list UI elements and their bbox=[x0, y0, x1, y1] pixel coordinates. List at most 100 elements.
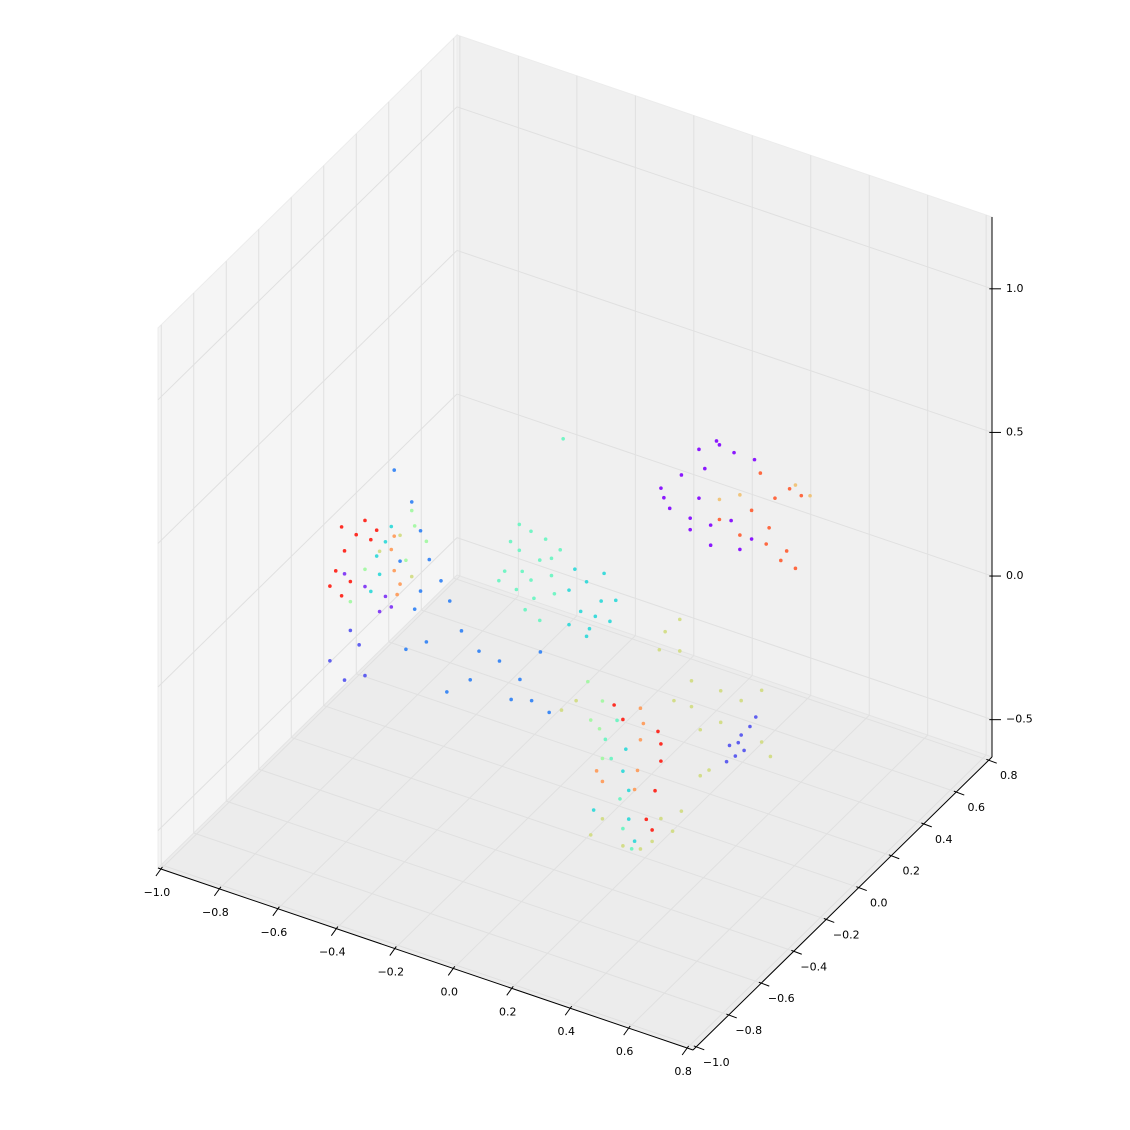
point bbox=[409, 508, 414, 513]
tick-mark bbox=[726, 1013, 737, 1019]
point bbox=[600, 699, 605, 703]
point bbox=[459, 629, 464, 633]
point bbox=[717, 443, 722, 447]
point bbox=[559, 708, 564, 712]
point bbox=[339, 525, 344, 529]
tick-mark bbox=[953, 790, 965, 796]
point bbox=[537, 618, 542, 623]
point bbox=[517, 548, 522, 553]
point bbox=[588, 718, 593, 722]
grid-line bbox=[453, 577, 989, 761]
point bbox=[656, 729, 660, 734]
grid-line bbox=[157, 250, 458, 544]
point bbox=[383, 539, 388, 544]
point bbox=[549, 573, 554, 578]
point bbox=[629, 847, 634, 851]
point bbox=[591, 808, 596, 812]
point bbox=[718, 688, 723, 693]
point bbox=[659, 816, 663, 821]
point bbox=[650, 839, 654, 844]
point bbox=[698, 727, 703, 732]
point bbox=[632, 839, 637, 844]
grid-line bbox=[226, 800, 762, 984]
point bbox=[398, 582, 402, 586]
point bbox=[638, 737, 643, 742]
point bbox=[718, 720, 723, 725]
y-tick-label: −0.4 bbox=[800, 960, 827, 973]
point bbox=[672, 698, 676, 703]
point bbox=[808, 493, 812, 498]
point bbox=[742, 748, 746, 753]
point bbox=[574, 698, 578, 703]
point bbox=[653, 788, 657, 793]
x-tick-label: 0.4 bbox=[557, 1025, 575, 1038]
tick-mark bbox=[758, 981, 770, 987]
point bbox=[348, 599, 353, 604]
y-tick-label: 0.2 bbox=[903, 865, 921, 878]
grid-line bbox=[456, 106, 993, 290]
point bbox=[644, 817, 649, 822]
point bbox=[357, 643, 361, 647]
point bbox=[698, 773, 703, 778]
grid-line bbox=[157, 393, 458, 688]
point bbox=[689, 679, 694, 683]
point bbox=[532, 596, 536, 601]
point bbox=[632, 787, 637, 792]
point bbox=[558, 548, 563, 552]
point bbox=[468, 677, 473, 682]
grid bbox=[157, 35, 993, 1049]
point bbox=[529, 529, 533, 534]
point bbox=[593, 614, 598, 619]
point bbox=[729, 518, 733, 523]
point bbox=[603, 737, 608, 742]
point bbox=[328, 658, 332, 663]
point bbox=[749, 537, 754, 541]
point bbox=[752, 457, 757, 462]
tick-mark bbox=[447, 966, 456, 976]
point bbox=[578, 609, 583, 614]
point bbox=[363, 584, 367, 589]
point bbox=[608, 619, 612, 624]
point bbox=[717, 497, 722, 502]
point bbox=[342, 678, 347, 682]
point bbox=[439, 578, 443, 583]
point bbox=[697, 447, 701, 452]
point bbox=[703, 466, 707, 471]
point bbox=[588, 833, 593, 837]
point bbox=[609, 756, 614, 761]
x-tick-label: −0.6 bbox=[261, 926, 288, 939]
point bbox=[618, 797, 622, 801]
point bbox=[594, 769, 599, 773]
point bbox=[724, 759, 729, 764]
point bbox=[659, 486, 663, 490]
tick-mark bbox=[856, 886, 867, 892]
z-tick-label: 1.0 bbox=[1006, 282, 1024, 295]
point bbox=[738, 547, 742, 552]
point bbox=[615, 718, 619, 723]
point bbox=[707, 768, 711, 772]
point bbox=[584, 579, 589, 584]
tick-mark bbox=[389, 946, 397, 956]
point bbox=[418, 528, 423, 533]
point bbox=[727, 743, 732, 748]
point bbox=[759, 688, 764, 693]
point bbox=[738, 533, 742, 537]
point bbox=[599, 599, 603, 603]
point bbox=[342, 549, 347, 553]
point bbox=[374, 528, 379, 532]
point bbox=[392, 568, 397, 573]
point bbox=[363, 567, 367, 572]
grid-line bbox=[569, 714, 870, 1009]
grid-line bbox=[421, 609, 957, 793]
tick-mark bbox=[272, 906, 280, 917]
z-tick-label: −0.5 bbox=[1006, 713, 1033, 726]
point bbox=[749, 508, 754, 513]
grid-line bbox=[157, 537, 458, 832]
point bbox=[688, 516, 692, 520]
grid-line bbox=[388, 641, 924, 825]
tick-mark bbox=[564, 1005, 573, 1016]
grid-line bbox=[161, 864, 697, 1048]
point bbox=[409, 574, 414, 579]
point bbox=[529, 698, 534, 703]
